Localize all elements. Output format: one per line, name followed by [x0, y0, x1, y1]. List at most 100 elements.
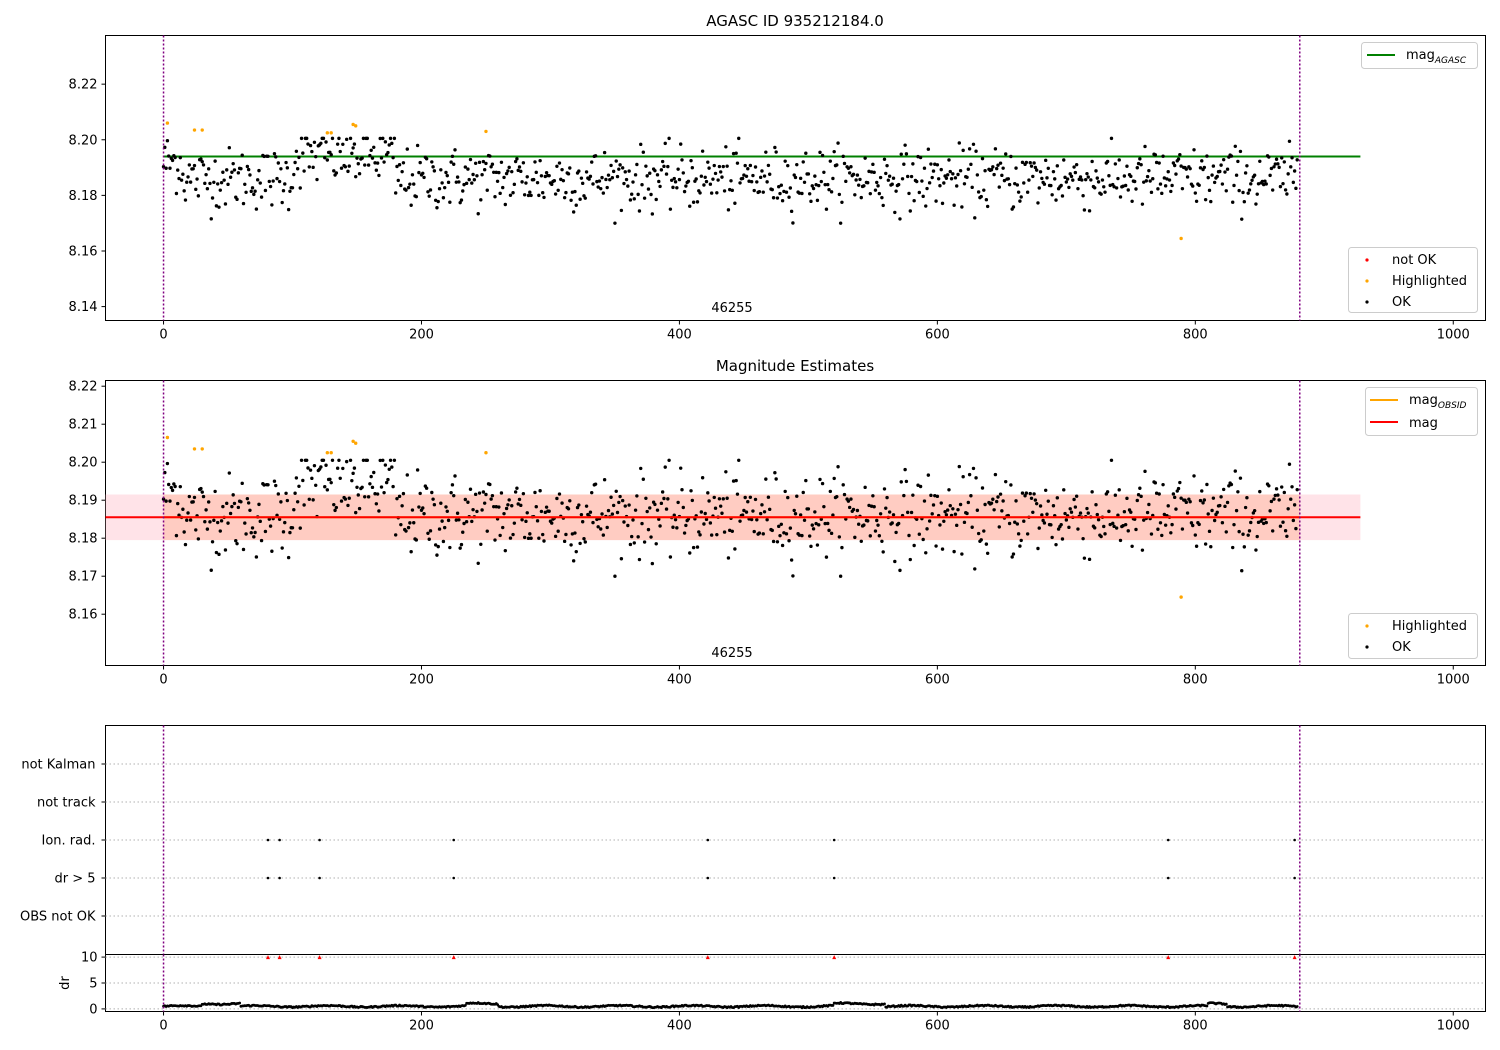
- ok-point: [418, 160, 422, 165]
- ok-point: [793, 175, 798, 180]
- ok-point: [1034, 501, 1039, 506]
- ok-point: [976, 190, 981, 194]
- ok-point: [991, 165, 995, 169]
- ok-point: [1074, 494, 1079, 498]
- ok-point: [970, 185, 974, 190]
- ok-point: [249, 530, 253, 535]
- ok-point: [310, 149, 314, 154]
- ok-point: [1277, 165, 1281, 170]
- ok-point: [1180, 527, 1185, 531]
- ok-point: [477, 160, 482, 165]
- ok-point: [811, 527, 816, 531]
- ok-point: [863, 156, 867, 160]
- ok-point: [757, 189, 762, 194]
- ok-point: [404, 529, 408, 533]
- x-tick-label: 800: [1183, 328, 1208, 343]
- ok-point: [280, 200, 284, 205]
- ok-point: [944, 176, 949, 180]
- ok-point: [431, 165, 435, 169]
- ok-point: [1278, 184, 1283, 189]
- ok-point: [738, 181, 742, 185]
- ok-point: [1089, 178, 1093, 182]
- ok-point: [960, 552, 964, 556]
- ok-point: [771, 196, 776, 200]
- ok-point: [239, 167, 243, 171]
- ok-point: [916, 154, 920, 159]
- ok-point: [1085, 506, 1089, 511]
- ok-point: [666, 164, 670, 169]
- ok-point: [257, 168, 261, 173]
- ok-point: [939, 501, 943, 505]
- ok-point: [1044, 488, 1048, 492]
- ok-point: [699, 510, 704, 514]
- ok-point: [203, 520, 207, 524]
- ok-point: [737, 136, 741, 141]
- ok-point: [673, 517, 678, 522]
- ok-point: [485, 529, 489, 533]
- ok-point: [706, 491, 710, 495]
- ok-point: [991, 497, 995, 501]
- ok-point: [324, 140, 328, 144]
- ok-point: [1121, 184, 1125, 188]
- ok-point: [560, 501, 564, 505]
- ok-point: [562, 539, 567, 544]
- ok-point: [1264, 182, 1268, 186]
- ok-point: [555, 496, 559, 501]
- ok-point: [644, 164, 648, 168]
- ok-point: [1054, 198, 1058, 202]
- ok-point: [235, 197, 239, 202]
- ok-point: [746, 166, 750, 171]
- ok-point: [595, 517, 599, 522]
- ok-point: [453, 474, 457, 478]
- ok-point: [481, 490, 486, 494]
- ok-point: [1040, 513, 1044, 517]
- ok-point: [659, 168, 664, 172]
- ok-point: [275, 513, 279, 517]
- ok-point: [1209, 199, 1213, 204]
- ok-point: [868, 534, 873, 538]
- ok-point: [1016, 532, 1021, 536]
- ok-point: [1258, 489, 1262, 494]
- ok-point: [1197, 183, 1201, 188]
- ok-point: [520, 518, 524, 522]
- ok-point: [1290, 156, 1294, 160]
- ok-point: [927, 181, 932, 185]
- ok-point: [304, 136, 309, 141]
- ok-point: [949, 177, 954, 181]
- ok-point: [435, 206, 439, 210]
- ok-point: [176, 168, 180, 172]
- ok-point: [369, 474, 373, 479]
- ok-point: [1234, 173, 1239, 177]
- ok-point: [600, 175, 604, 180]
- ok-point: [1247, 529, 1252, 533]
- ok-point: [391, 155, 395, 160]
- ok-point: [401, 491, 406, 496]
- ok-point: [1203, 197, 1208, 202]
- ok-point: [297, 155, 301, 160]
- ok-point: [1031, 174, 1035, 179]
- ok-point: [958, 502, 963, 507]
- ok-point: [227, 471, 232, 475]
- ok-point: [655, 173, 660, 177]
- ok-point: [272, 151, 277, 156]
- ok-point: [721, 497, 725, 501]
- ok-point: [250, 526, 255, 530]
- ok-point: [352, 466, 357, 470]
- ok-point: [579, 512, 584, 517]
- ok-point: [770, 528, 774, 533]
- panel1-annotation: 46255: [711, 301, 752, 316]
- ok-point: [501, 185, 505, 190]
- ok-point: [221, 504, 225, 509]
- ok-point: [973, 216, 977, 220]
- ok-point: [930, 175, 934, 180]
- ok-point: [726, 208, 731, 212]
- ok-point: [325, 488, 330, 492]
- ok-point: [1154, 160, 1159, 165]
- ok-point: [271, 179, 275, 183]
- ok-point: [718, 170, 723, 174]
- ok-point: [1274, 487, 1279, 491]
- ok-point: [268, 184, 273, 189]
- ok-point: [449, 490, 453, 495]
- ok-point: [168, 166, 172, 170]
- panel1-legend-top: magAGASC: [1361, 42, 1478, 69]
